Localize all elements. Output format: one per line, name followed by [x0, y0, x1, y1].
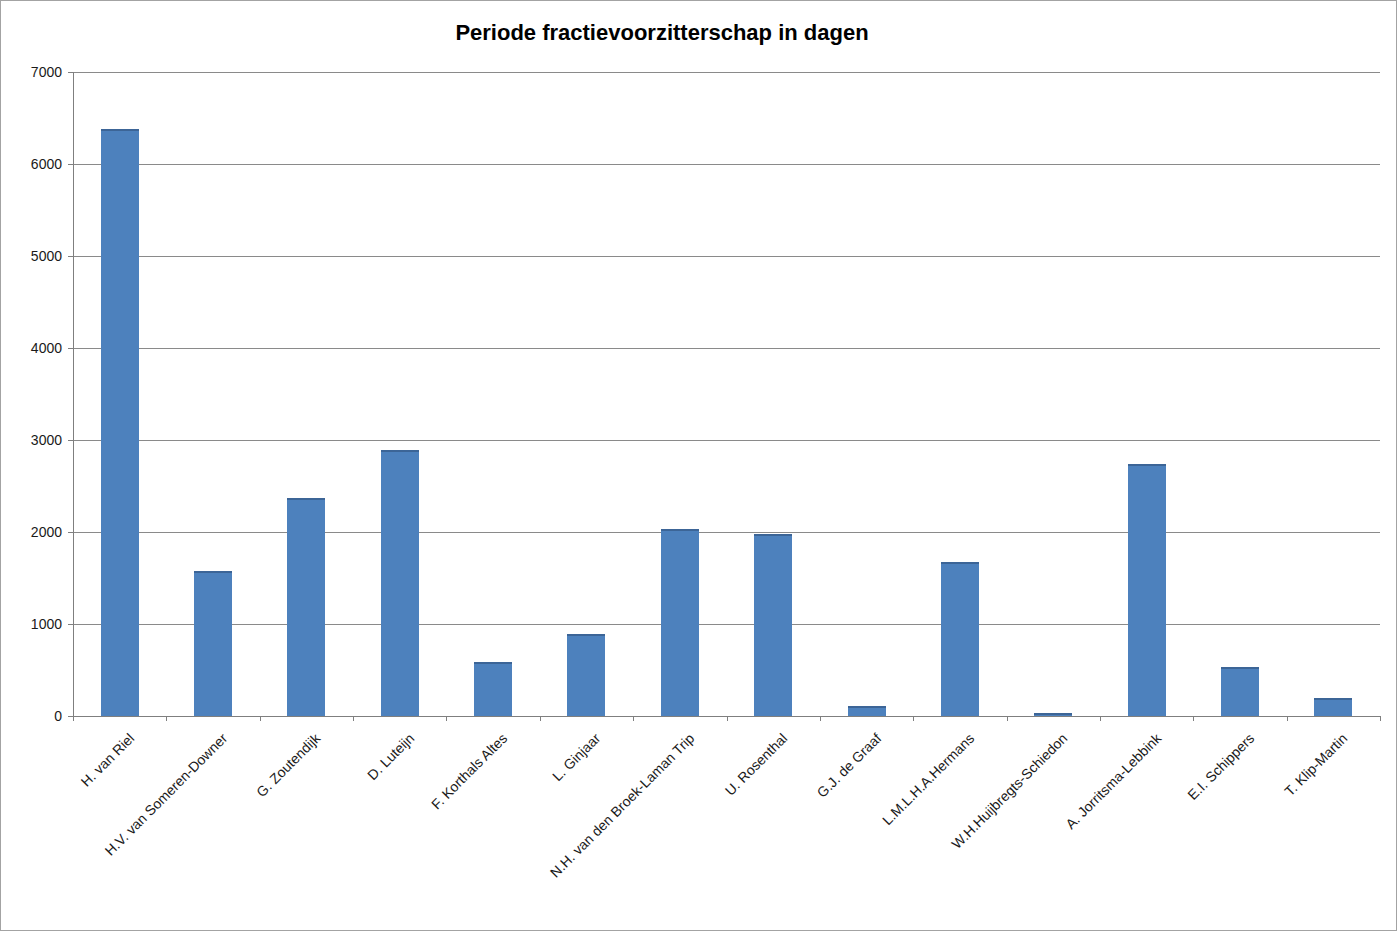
- gridline: [73, 532, 1380, 533]
- x-axis-tick: [1007, 716, 1008, 721]
- bar-3: [287, 498, 325, 716]
- bar-1: [101, 129, 139, 716]
- x-axis-tick: [1287, 716, 1288, 721]
- bar-11: [1034, 713, 1072, 716]
- gridline: [73, 256, 1380, 257]
- x-axis-tick: [913, 716, 914, 721]
- gridline: [73, 440, 1380, 441]
- gridline: [73, 72, 1380, 73]
- x-axis-tick: [1380, 716, 1381, 721]
- y-axis-tick-label: 6000: [10, 155, 62, 173]
- x-axis-tick: [1100, 716, 1101, 721]
- x-axis-tick: [727, 716, 728, 721]
- bar-13: [1221, 667, 1259, 716]
- x-axis-tick: [446, 716, 447, 721]
- gridline: [73, 624, 1380, 625]
- x-axis-tick: [73, 716, 74, 721]
- bar-12: [1128, 464, 1166, 716]
- y-axis-tick-label: 2000: [10, 523, 62, 541]
- y-axis-line: [73, 72, 74, 716]
- y-axis-tick-label: 1000: [10, 615, 62, 633]
- bar-4: [381, 450, 419, 716]
- y-axis-tick-label: 7000: [10, 63, 62, 81]
- bar-6: [567, 634, 605, 716]
- y-axis-tick-label: 4000: [10, 339, 62, 357]
- y-axis-tick-label: 0: [10, 707, 62, 725]
- bar-7: [661, 529, 699, 716]
- plot-area: 01000200030004000500060007000H. van Riel…: [0, 0, 1400, 935]
- y-axis-tick-label: 5000: [10, 247, 62, 265]
- bar-5: [474, 662, 512, 716]
- y-axis-tick-label: 3000: [10, 431, 62, 449]
- x-axis-tick: [633, 716, 634, 721]
- x-axis-tick: [166, 716, 167, 721]
- gridline: [73, 164, 1380, 165]
- x-axis-tick: [353, 716, 354, 721]
- x-axis-tick: [1193, 716, 1194, 721]
- x-axis-tick: [820, 716, 821, 721]
- x-axis-tick: [260, 716, 261, 721]
- bar-10: [941, 562, 979, 716]
- bar-8: [754, 534, 792, 716]
- bar-9: [848, 706, 886, 716]
- bar-chart: Periode fractievoorzitterschap in dagen …: [0, 0, 1400, 935]
- x-axis-tick: [540, 716, 541, 721]
- bar-14: [1314, 698, 1352, 716]
- gridline: [73, 348, 1380, 349]
- bar-2: [194, 571, 232, 716]
